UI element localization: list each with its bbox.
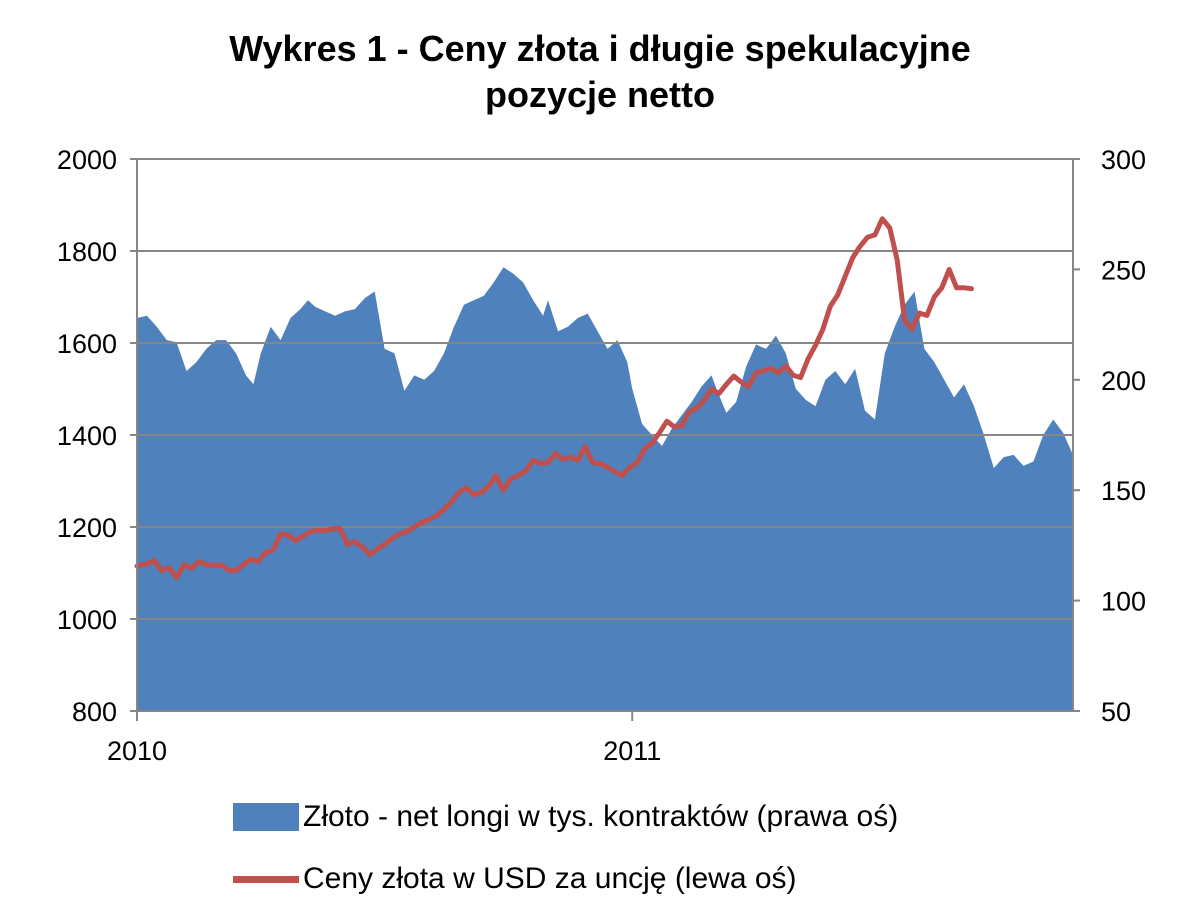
- legend-item-gold-price: Ceny złota w USD za uncję (lewa oś): [233, 860, 797, 897]
- right-axis-tick-label: 250: [1101, 255, 1146, 285]
- chart-title-line-1: Wykres 1 - Ceny złota i długie spekulacy…: [229, 28, 971, 69]
- right-axis-tick-label: 300: [1101, 145, 1146, 175]
- legend-swatch-area: [233, 803, 299, 832]
- legend-label-net-longs: Złoto - net longi w tys. kontraktów (pra…: [303, 800, 899, 834]
- left-axis-tick-label: 1000: [57, 605, 117, 635]
- legend-item-net-longs: Złoto - net longi w tys. kontraktów (pra…: [233, 798, 898, 835]
- right-axis-tick-label: 200: [1101, 366, 1146, 396]
- right-axis-tick-label: 100: [1101, 587, 1146, 617]
- right-axis-tick-label: 150: [1101, 476, 1146, 506]
- right-axis-tick-label: 50: [1101, 697, 1131, 727]
- x-axis-tick-label: 2010: [107, 736, 167, 766]
- chart-plot-area: 2000 1800 1600 1400 1200 1000 800 300 250 200 150 1…: [57, 145, 1146, 766]
- left-axis-tick-label: 1800: [57, 237, 117, 267]
- x-axis-tick-label: 2011: [603, 736, 661, 766]
- chart-title-line-2: pozycje netto: [484, 74, 716, 115]
- left-axis-tick-label: 1600: [57, 329, 117, 359]
- series-line-gold-price: [134, 216, 974, 581]
- series-area-net-longs: [137, 267, 1073, 711]
- legend-swatch-line: [233, 875, 299, 883]
- left-axis-tick-label: 2000: [57, 145, 117, 175]
- left-axis-tick-label: 1400: [57, 421, 117, 451]
- left-axis-tick-label: 800: [72, 697, 117, 727]
- left-axis-tick-label: 1200: [57, 513, 117, 543]
- chart-title: Wykres 1 - Ceny złota i długie spekulacy…: [0, 26, 1200, 118]
- legend-label-gold-price: Ceny złota w USD za uncję (lewa oś): [303, 862, 797, 896]
